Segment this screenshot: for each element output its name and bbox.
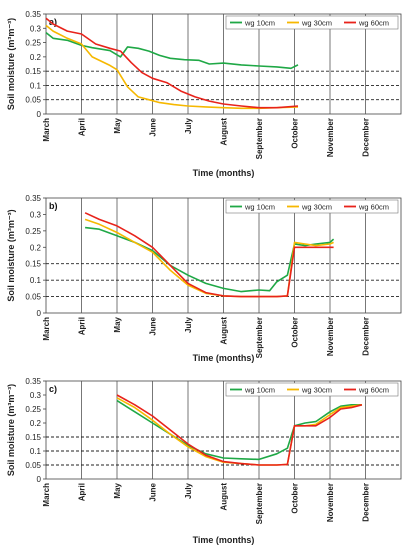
y-axis-label: Soil moisture (m³m⁻³) [6, 18, 16, 110]
panel-label: a) [49, 17, 57, 27]
y-tick-label: 0.35 [25, 194, 41, 203]
x-tick-label: August [220, 317, 229, 345]
series-line-wg-60cm [45, 17, 299, 109]
legend: wg 10cm wg 30cm wg 60cm [225, 199, 399, 214]
y-tick-label: 0.35 [25, 377, 41, 386]
legend: wg 10cm wg 30cm wg 60cm [225, 382, 399, 397]
y-tick-label: 0.05 [25, 461, 41, 470]
x-tick-label: November [326, 317, 335, 356]
legend-box [225, 382, 399, 397]
legend-box [225, 199, 399, 214]
y-tick-label: 0.2 [30, 243, 42, 252]
y-tick-label: 0.2 [30, 53, 42, 62]
y-tick-label: 0.2 [30, 419, 42, 428]
x-tick-label: December [362, 317, 371, 356]
panel-label: c) [49, 384, 57, 394]
series-line-wg-10cm [85, 226, 335, 293]
legend-entry: wg 60cm [358, 203, 389, 212]
y-tick-label: 0 [37, 309, 42, 318]
series-line-wg-10cm [45, 31, 299, 70]
legend-entry: wg 30cm [301, 386, 332, 395]
y-tick-label: 0.1 [30, 81, 42, 90]
y-tick-label: 0.15 [25, 433, 41, 442]
x-tick-label: June [149, 117, 158, 136]
y-axis-label: Soil moisture (m³m⁻³) [6, 384, 16, 476]
y-tick-label: 0.1 [30, 447, 42, 456]
x-tick-label: November [326, 118, 335, 157]
x-tick-label: March [42, 483, 51, 507]
x-tick-label: September [255, 317, 264, 358]
y-tick-label: 0.05 [25, 293, 41, 302]
x-tick-label: October [291, 483, 300, 514]
x-axis-label: Time (months) [193, 168, 255, 178]
x-tick-label: April [78, 317, 87, 335]
y-tick-label: 0.3 [30, 210, 42, 219]
x-tick-label: March [42, 118, 51, 142]
x-tick-label: May [113, 482, 122, 498]
x-tick-label: September [255, 483, 264, 524]
y-tick-label: 0.05 [25, 96, 41, 105]
y-tick-label: 0.25 [25, 39, 41, 48]
x-tick-label: September [255, 118, 264, 159]
x-tick-label: October [291, 118, 300, 149]
y-tick-label: 0.35 [25, 10, 41, 19]
y-tick-label: 0 [37, 110, 42, 119]
series-line-wg-60cm [116, 394, 363, 466]
legend-entry: wg 10cm [244, 19, 275, 28]
legend-box [225, 15, 399, 30]
y-tick-label: 0.1 [30, 276, 42, 285]
x-tick-label: May [113, 117, 122, 133]
x-tick-label: October [291, 317, 300, 348]
x-axis-label: Time (months) [193, 353, 255, 363]
chart-panel-3: 0 0.05 0.1 0.15 0.2 0.25 0.3 0.35 March April May J… [6, 377, 402, 545]
y-tick-label: 0.3 [30, 24, 42, 33]
legend-entry: wg 60cm [358, 19, 389, 28]
legend-entry: wg 10cm [244, 386, 275, 395]
series-line-wg-60cm [84, 212, 334, 298]
legend-entry: wg 60cm [358, 386, 389, 395]
y-tick-label: 0 [37, 475, 42, 484]
y-tick-label: 0.25 [25, 405, 41, 414]
y-tick-label: 0.15 [25, 67, 41, 76]
x-tick-label: December [362, 483, 371, 522]
legend-entry: wg 30cm [301, 19, 332, 28]
legend-entry: wg 30cm [301, 203, 332, 212]
series-line-wg-30cm [45, 24, 299, 110]
chart-panel-1: 0 0.05 0.1 0.15 0.2 0.25 0.3 0.35 March April May J… [6, 10, 402, 178]
legend-entry: wg 10cm [244, 203, 275, 212]
x-tick-label: June [149, 482, 158, 501]
legend: wg 10cm wg 30cm wg 60cm [225, 15, 399, 30]
y-tick-label: 0.3 [30, 391, 42, 400]
x-tick-label: July [184, 117, 193, 134]
x-tick-label: June [149, 316, 158, 335]
chart-panel-2: 0 0.05 0.1 0.15 0.2 0.25 0.3 0.35 March April May J… [6, 194, 402, 363]
x-tick-label: August [220, 483, 229, 511]
x-tick-label: December [362, 118, 371, 157]
x-tick-label: May [113, 316, 122, 332]
y-axis-label: Soil moisture (m³m⁻³) [6, 209, 16, 301]
x-tick-label: August [220, 118, 229, 146]
x-tick-label: April [78, 483, 87, 501]
x-tick-label: November [326, 483, 335, 522]
x-tick-label: April [78, 118, 87, 136]
x-axis-label: Time (months) [193, 535, 255, 545]
y-tick-label: 0.15 [25, 260, 41, 269]
x-tick-label: July [184, 482, 193, 499]
series-line-wg-30cm [116, 397, 363, 466]
x-tick-label: March [42, 317, 51, 341]
x-tick-label: July [184, 316, 193, 333]
y-tick-label: 0.25 [25, 227, 41, 236]
panel-label: b) [49, 201, 58, 211]
